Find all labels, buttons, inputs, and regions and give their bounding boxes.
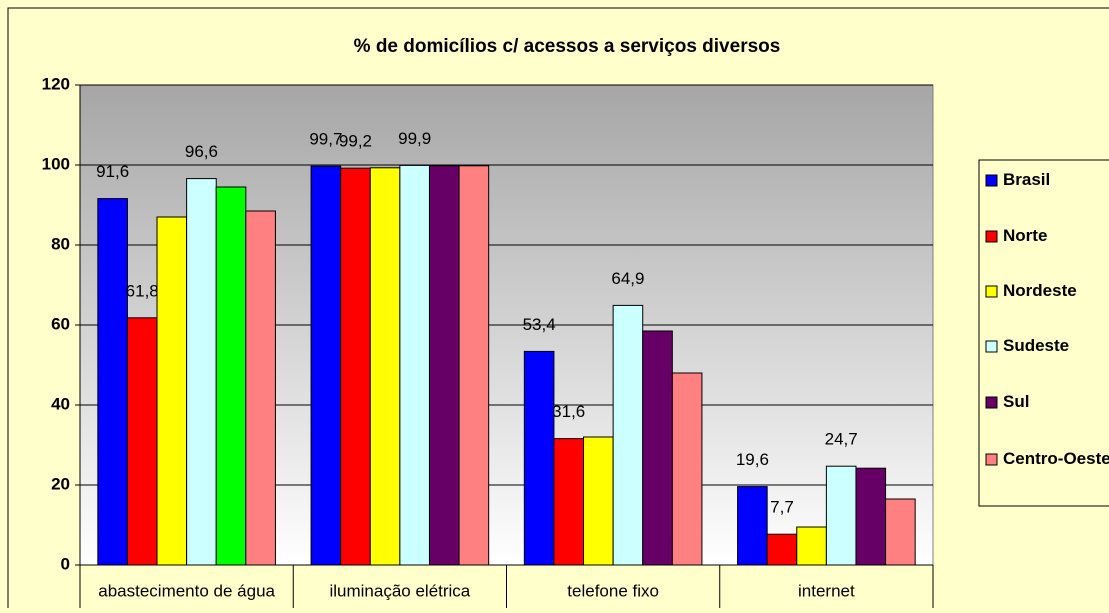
legend-label: Nordeste bbox=[1003, 281, 1077, 300]
legend-swatch bbox=[985, 340, 998, 353]
legend-entry: Nordeste bbox=[1003, 281, 1077, 300]
legend-label: Sul bbox=[1003, 392, 1030, 411]
bar bbox=[340, 167, 371, 566]
bar bbox=[583, 436, 614, 566]
y-tick-label: 0 bbox=[61, 554, 70, 573]
x-tick-label: telefone fixo bbox=[567, 581, 659, 600]
data-label: 64,9 bbox=[611, 269, 644, 288]
y-tick-label: 120 bbox=[42, 74, 70, 93]
data-label: 24,7 bbox=[825, 430, 858, 449]
chart-title: % de domicílios c/ acessos a serviços di… bbox=[354, 36, 781, 57]
bar bbox=[310, 165, 342, 566]
bar bbox=[458, 165, 490, 566]
y-tick-label: 80 bbox=[51, 234, 70, 253]
x-tick-label: abastecimento de água bbox=[98, 581, 275, 600]
legend-swatch bbox=[985, 396, 998, 409]
bar bbox=[855, 467, 887, 566]
legend-swatch bbox=[985, 174, 998, 187]
legend-entry: Sul bbox=[1003, 392, 1030, 411]
bar bbox=[245, 210, 276, 566]
legend bbox=[978, 159, 1109, 507]
legend-swatch bbox=[985, 230, 998, 243]
bar bbox=[97, 198, 128, 566]
bar bbox=[369, 167, 401, 566]
data-label: 7,7 bbox=[770, 498, 794, 517]
y-tick-label: 40 bbox=[51, 394, 70, 413]
data-label: 99,7 bbox=[309, 130, 342, 149]
y-tick-label: 60 bbox=[51, 314, 70, 333]
bar bbox=[671, 372, 703, 566]
data-label: 31,6 bbox=[552, 402, 585, 421]
legend-entry: Norte bbox=[1003, 226, 1048, 245]
legend-label: Brasil bbox=[1003, 170, 1051, 189]
y-tick-label: 20 bbox=[51, 474, 70, 493]
data-label: 96,6 bbox=[185, 142, 218, 161]
y-tick-label: 100 bbox=[42, 154, 70, 173]
bar bbox=[612, 304, 644, 566]
bar bbox=[523, 350, 555, 566]
bar bbox=[885, 498, 916, 566]
data-label: 99,2 bbox=[339, 132, 372, 151]
data-label: 61,8 bbox=[126, 281, 159, 300]
bar bbox=[642, 330, 673, 566]
legend-entry: Sudeste bbox=[1003, 336, 1070, 355]
legend-swatch bbox=[985, 285, 998, 298]
bar bbox=[553, 438, 585, 566]
bar bbox=[156, 216, 188, 566]
legend-entry: Centro-Oeste bbox=[1003, 449, 1109, 468]
x-tick-label: internet bbox=[798, 581, 855, 600]
bar bbox=[737, 486, 768, 566]
bar bbox=[126, 317, 158, 566]
legend-swatch bbox=[985, 453, 998, 466]
legend-label: Norte bbox=[1003, 226, 1048, 245]
legend-entry: Brasil bbox=[1003, 170, 1051, 189]
data-label: 91,6 bbox=[96, 162, 129, 181]
legend-label: Centro-Oeste bbox=[1003, 449, 1109, 468]
bar bbox=[825, 465, 857, 566]
data-label: 19,6 bbox=[736, 450, 769, 469]
bar bbox=[766, 533, 798, 566]
bar bbox=[215, 186, 247, 566]
x-tick-label: iluminação elétrica bbox=[329, 581, 470, 600]
legend-label: Sudeste bbox=[1003, 336, 1070, 355]
bar bbox=[186, 178, 217, 566]
bar bbox=[796, 526, 827, 566]
data-label: 53,4 bbox=[523, 315, 556, 334]
bar bbox=[428, 165, 460, 566]
data-label: 99,9 bbox=[398, 129, 431, 148]
bar bbox=[399, 164, 430, 566]
